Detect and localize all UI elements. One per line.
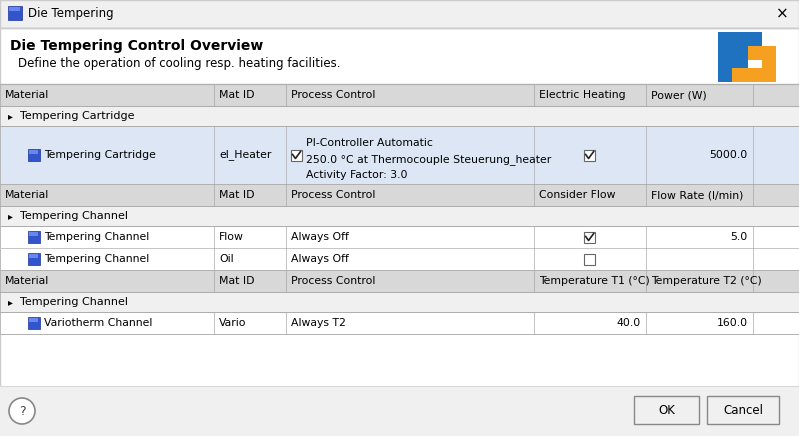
Text: Cancel: Cancel — [723, 403, 763, 416]
Text: Flow Rate (l/min): Flow Rate (l/min) — [650, 190, 743, 200]
Text: Variotherm Channel: Variotherm Channel — [44, 318, 153, 328]
Bar — [28, 149, 40, 161]
Bar — [718, 68, 762, 82]
Bar — [29, 232, 38, 236]
Bar — [584, 232, 595, 242]
Text: Define the operation of cooling resp. heating facilities.: Define the operation of cooling resp. he… — [18, 58, 340, 71]
Text: Electric Heating: Electric Heating — [539, 90, 626, 100]
Text: Power (W): Power (W) — [650, 90, 706, 100]
Text: Mat ID: Mat ID — [219, 90, 255, 100]
Text: Material: Material — [5, 90, 50, 100]
Text: OK: OK — [658, 403, 675, 416]
Bar — [28, 317, 40, 329]
Text: 250.0 °C at Thermocouple Steuerung_heater: 250.0 °C at Thermocouple Steuerung_heate… — [306, 154, 551, 165]
Text: Activity Factor: 3.0: Activity Factor: 3.0 — [306, 170, 407, 180]
Text: Oil: Oil — [219, 254, 234, 264]
Text: Vario: Vario — [219, 318, 247, 328]
Text: 40.0: 40.0 — [616, 318, 641, 328]
Text: Mat ID: Mat ID — [219, 276, 255, 286]
Bar — [584, 150, 595, 160]
Text: Process Control: Process Control — [291, 90, 376, 100]
Text: 5.0: 5.0 — [730, 232, 748, 242]
Bar — [732, 46, 748, 68]
Text: Die Tempering Control Overview: Die Tempering Control Overview — [10, 39, 263, 53]
Bar — [732, 46, 776, 60]
Text: Always T2: Always T2 — [291, 318, 346, 328]
Bar — [732, 68, 762, 82]
Bar — [28, 253, 40, 265]
Bar — [584, 253, 595, 265]
Bar — [634, 396, 699, 424]
Bar — [29, 318, 38, 322]
Text: Tempering Channel: Tempering Channel — [44, 232, 149, 242]
Text: Mat ID: Mat ID — [219, 190, 255, 200]
Bar — [28, 231, 40, 243]
Text: el_Heater: el_Heater — [219, 150, 272, 160]
Text: Material: Material — [5, 276, 50, 286]
Bar — [0, 312, 799, 334]
Bar — [29, 150, 38, 154]
Bar — [0, 0, 799, 28]
Text: ▸: ▸ — [8, 111, 13, 121]
Text: ▸: ▸ — [8, 211, 13, 221]
Bar — [0, 226, 799, 248]
Bar — [0, 126, 799, 184]
Bar — [291, 150, 302, 160]
Bar — [0, 106, 799, 126]
Text: Temperature T1 (°C): Temperature T1 (°C) — [539, 276, 650, 286]
Text: Process Control: Process Control — [291, 276, 376, 286]
Text: Tempering Cartridge: Tempering Cartridge — [20, 111, 134, 121]
Text: Temperature T2 (°C): Temperature T2 (°C) — [650, 276, 761, 286]
Text: Consider Flow: Consider Flow — [539, 190, 615, 200]
Text: Always Off: Always Off — [291, 232, 349, 242]
Text: ▸: ▸ — [8, 297, 13, 307]
Bar — [9, 7, 20, 11]
Bar — [718, 32, 762, 46]
Bar — [0, 270, 799, 292]
Text: Process Control: Process Control — [291, 190, 376, 200]
Text: Tempering Channel: Tempering Channel — [20, 211, 128, 221]
Text: 5000.0: 5000.0 — [710, 150, 748, 160]
Bar — [707, 396, 779, 424]
Bar — [0, 248, 799, 270]
Bar — [0, 184, 799, 206]
Text: ?: ? — [18, 405, 26, 418]
Bar — [0, 84, 799, 106]
Bar — [8, 6, 22, 20]
Circle shape — [9, 398, 35, 424]
Text: 160.0: 160.0 — [717, 318, 748, 328]
Bar — [29, 254, 38, 258]
Bar — [718, 32, 732, 82]
Text: ×: × — [777, 7, 789, 21]
Text: Flow: Flow — [219, 232, 244, 242]
Text: Die Tempering: Die Tempering — [28, 7, 113, 20]
Bar — [0, 206, 799, 226]
Bar — [0, 292, 799, 312]
Text: Tempering Channel: Tempering Channel — [44, 254, 149, 264]
Text: Tempering Cartridge: Tempering Cartridge — [44, 150, 156, 160]
Text: Material: Material — [5, 190, 50, 200]
Text: Tempering Channel: Tempering Channel — [20, 297, 128, 307]
Text: Always Off: Always Off — [291, 254, 349, 264]
Bar — [762, 46, 776, 82]
Text: PI-Controller Automatic: PI-Controller Automatic — [306, 138, 433, 148]
Bar — [0, 386, 799, 436]
